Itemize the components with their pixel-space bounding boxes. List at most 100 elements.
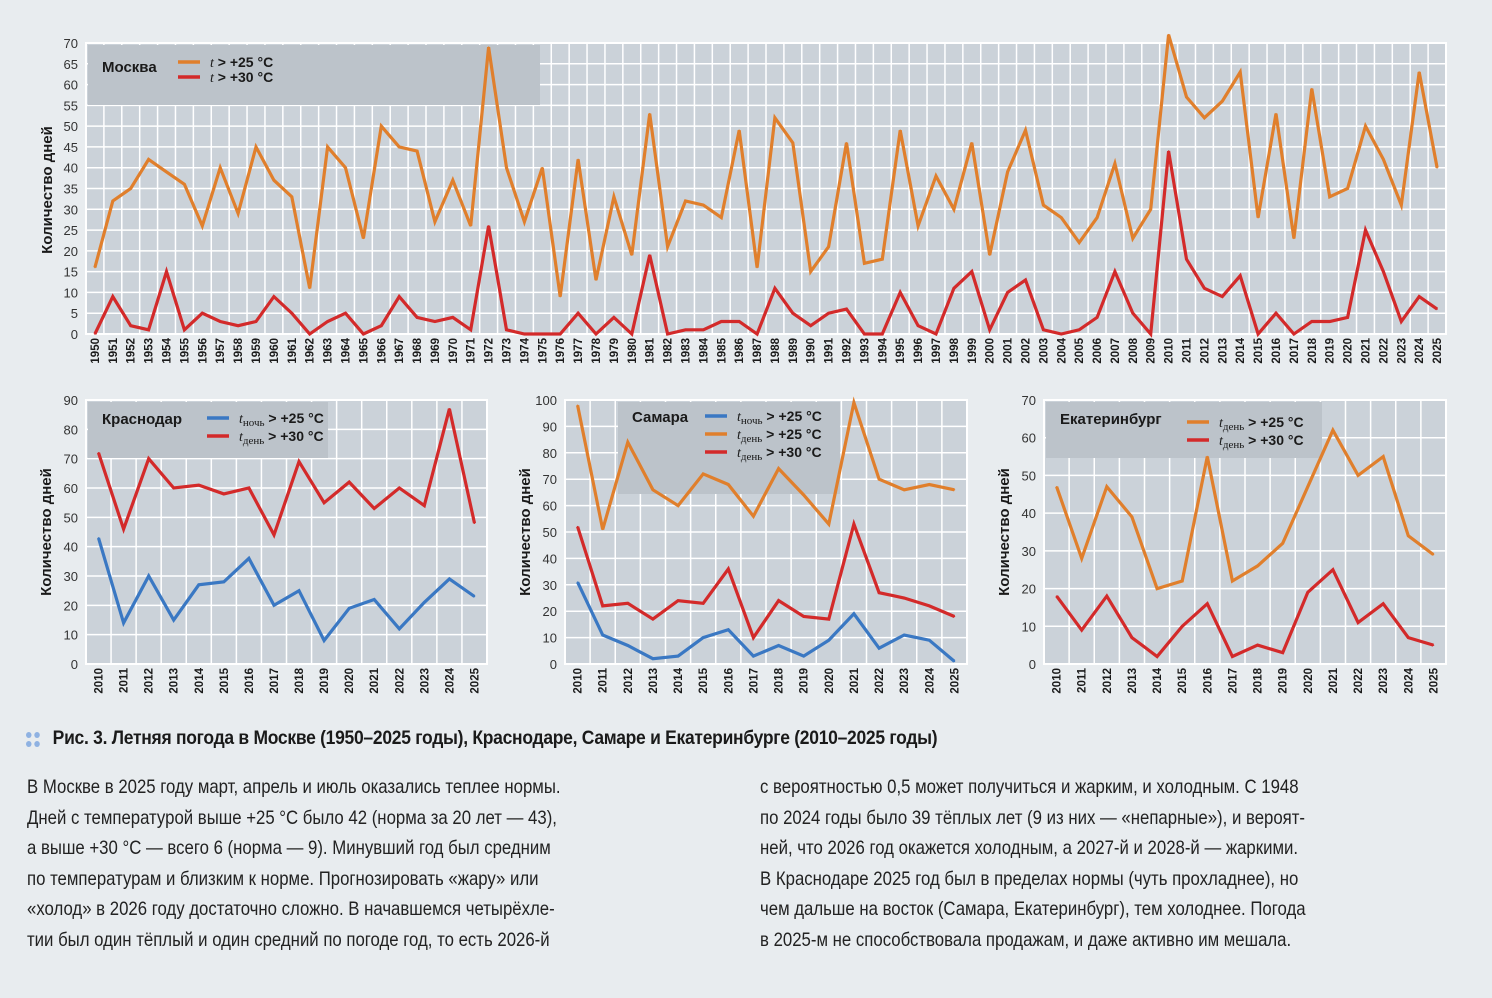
y-tick-label: 30 — [64, 202, 78, 217]
data-point — [559, 295, 562, 298]
data-point — [398, 295, 400, 298]
x-tick-label: 2023 — [1378, 668, 1390, 694]
data-point — [380, 324, 383, 327]
data-point — [1167, 150, 1170, 152]
x-tick-label: 2010 — [94, 668, 106, 694]
y-tick-label: 80 — [64, 422, 78, 437]
data-point — [344, 166, 347, 169]
data-point — [1418, 295, 1420, 298]
data-point — [237, 212, 239, 215]
data-point — [344, 312, 347, 315]
data-point — [1357, 621, 1359, 624]
chart-title: Москва — [102, 59, 157, 76]
text-line: «холод» в 2026 году достаточно сложно. В… — [27, 898, 555, 920]
legend-box — [618, 402, 840, 494]
x-tick-label: 1972 — [484, 338, 496, 364]
x-tick-label: 2020 — [344, 668, 356, 694]
x-tick-label: 1963 — [323, 338, 335, 364]
data-point — [777, 599, 780, 602]
data-point — [1231, 580, 1234, 582]
data-point — [523, 220, 526, 223]
caption-text: Рис. 3. Летняя погода в Москве (1950–202… — [52, 728, 938, 749]
y-tick-label: 0 — [1029, 657, 1036, 672]
data-point — [1257, 333, 1259, 335]
x-tick-label: 1970 — [448, 338, 460, 364]
data-point — [702, 602, 704, 605]
data-point — [777, 467, 780, 470]
x-tick-label: 1953 — [144, 338, 156, 364]
data-point — [1432, 644, 1435, 646]
data-point — [1332, 429, 1334, 431]
x-tick-label: 2015 — [1177, 667, 1189, 693]
data-point — [613, 196, 615, 198]
data-point — [1149, 208, 1152, 211]
data-point — [97, 452, 100, 454]
data-point — [1382, 270, 1385, 273]
x-tick-label: 2010 — [1164, 338, 1176, 364]
data-point — [702, 636, 704, 639]
data-point — [129, 324, 132, 327]
data-point — [201, 225, 204, 227]
y-axis-label: Количество дней — [39, 126, 56, 254]
data-point — [935, 175, 937, 177]
x-tick-label: 2011 — [598, 667, 610, 693]
x-tick-label: 2018 — [1253, 667, 1265, 693]
x-tick-label: 2007 — [1110, 338, 1122, 364]
x-tick-label: 1964 — [340, 337, 352, 363]
data-point — [1307, 485, 1309, 488]
data-point — [201, 312, 204, 315]
data-point — [1256, 565, 1259, 567]
data-point — [1231, 655, 1234, 658]
data-point — [308, 333, 311, 335]
y-tick-label: 5 — [71, 306, 78, 321]
x-tick-label: 1951 — [108, 337, 120, 363]
data-point — [1078, 329, 1080, 331]
data-point — [970, 270, 973, 273]
data-point — [756, 333, 758, 335]
data-point — [802, 494, 805, 496]
y-axis-label: Количество дней — [996, 468, 1013, 596]
data-point — [373, 507, 376, 510]
data-point — [1181, 580, 1183, 582]
x-tick-label: 2024 — [1403, 667, 1415, 693]
data-point — [677, 599, 679, 602]
data-point — [273, 179, 275, 181]
y-tick-label: 40 — [64, 161, 78, 176]
x-tick-label: 2010 — [1052, 668, 1064, 694]
x-tick-label: 2020 — [824, 668, 836, 694]
x-tick-label: 1992 — [842, 338, 854, 364]
data-point — [1364, 229, 1367, 231]
x-tick-label: 2006 — [1092, 338, 1104, 364]
data-point — [853, 613, 855, 615]
y-tick-label: 0 — [71, 327, 78, 342]
data-point — [147, 158, 150, 161]
data-point — [1281, 542, 1284, 545]
series-line-red — [576, 518, 956, 642]
data-point — [917, 324, 919, 327]
data-point — [1203, 287, 1206, 290]
data-point — [452, 316, 454, 319]
data-point — [1060, 216, 1063, 219]
x-tick-label: 2011 — [1077, 667, 1089, 693]
data-point — [505, 329, 508, 331]
data-point — [1275, 312, 1277, 315]
data-point — [878, 647, 880, 649]
data-point — [652, 488, 654, 491]
x-tick-label: 1969 — [430, 338, 442, 364]
data-point — [988, 329, 991, 331]
x-tick-label: 1995 — [895, 337, 907, 363]
data-point — [219, 166, 222, 169]
data-point — [505, 166, 508, 169]
x-tick-label: 2016 — [244, 668, 256, 694]
data-point — [1382, 602, 1384, 605]
x-tick-label: 2013 — [1127, 668, 1139, 694]
x-tick-label: 2021 — [849, 667, 861, 693]
x-tick-label: 1973 — [502, 338, 514, 364]
data-point — [1400, 320, 1403, 323]
data-point — [684, 200, 687, 202]
x-tick-label: 2024 — [924, 667, 936, 693]
data-point — [197, 484, 200, 486]
chart-1: Москва t > +25 °Ct > +30 °C05101520253035… — [39, 33, 1447, 364]
y-tick-label: 25 — [64, 223, 78, 238]
data-point — [630, 333, 633, 335]
